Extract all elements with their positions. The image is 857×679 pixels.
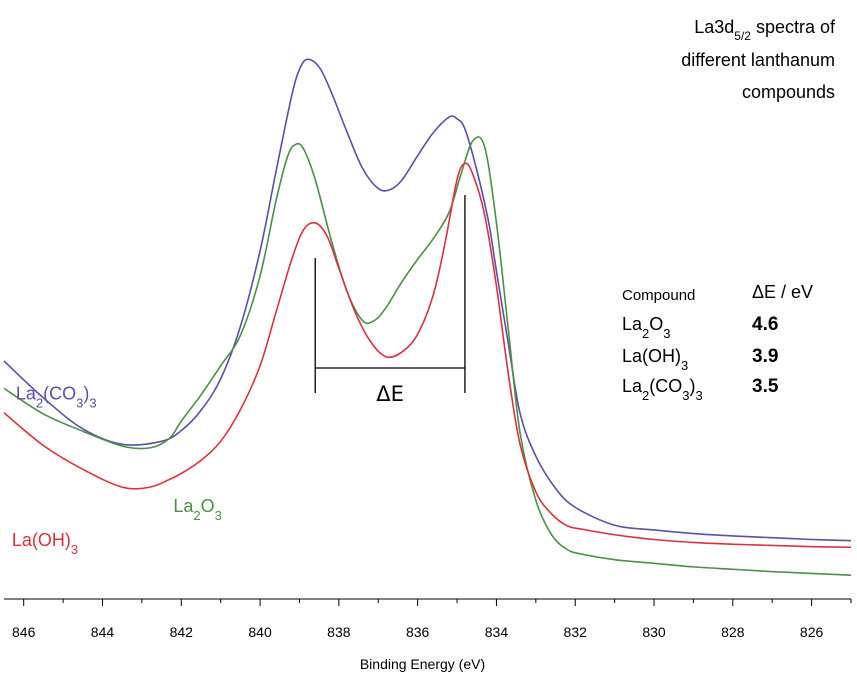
annotation-subscript: 5/2 xyxy=(734,29,751,43)
table-compound: La2(CO3)3 xyxy=(622,376,703,403)
formula-text: La xyxy=(16,384,37,404)
formula-subscript: 2 xyxy=(642,388,649,403)
formula-subscript: 3 xyxy=(215,508,222,523)
x-tick-label: 836 xyxy=(406,624,430,640)
delta-e-label: ΔE xyxy=(376,382,404,406)
formula-text: ) xyxy=(83,384,89,404)
x-tick-label: 840 xyxy=(248,624,272,640)
table-compound: La(OH)3 xyxy=(622,346,688,373)
formula-subscript: 3 xyxy=(681,358,688,373)
annotation-prefix: La3d xyxy=(694,17,734,37)
table-delta-value: 4.6 xyxy=(752,314,778,335)
formula-text: ) xyxy=(690,376,696,396)
x-tick-label: 832 xyxy=(564,624,588,640)
table-header-delta: ΔE / eV xyxy=(752,282,813,302)
table-delta-value: 3.9 xyxy=(752,346,778,367)
delta-e-bracket xyxy=(314,195,466,393)
spectra-curves xyxy=(3,58,852,576)
series-line-la2o3 xyxy=(3,136,852,576)
table-row: La2(CO3)3 3.5 xyxy=(622,376,779,403)
formula-subscript: 3 xyxy=(682,388,689,403)
formula-subscript: 2 xyxy=(642,326,649,341)
x-tick-label: 838 xyxy=(327,624,351,640)
formula-subscript: 2 xyxy=(36,395,43,410)
x-axis-title: Binding Energy (eV) xyxy=(360,656,485,672)
formula-text: (CO xyxy=(649,376,682,396)
formula-subscript: 3 xyxy=(663,326,670,341)
table-delta-value: 3.5 xyxy=(752,376,779,397)
formula-subscript: 3 xyxy=(76,395,83,410)
x-tick-label: 846 xyxy=(12,624,36,640)
x-tick-label: 842 xyxy=(170,624,194,640)
table-row: La2O3 4.6 xyxy=(622,314,778,341)
formula-text: O xyxy=(201,496,215,516)
table-header-compound: Compound xyxy=(622,287,695,304)
formula-text: La xyxy=(173,496,194,516)
series-label-la2o3: La2O3 xyxy=(173,496,222,523)
annotation-line-2: different lanthanum xyxy=(681,50,835,70)
formula-text: O xyxy=(649,314,663,334)
formula-text: La(OH) xyxy=(622,346,681,366)
annotation-suffix: spectra of xyxy=(751,17,836,37)
formula-text: La(OH) xyxy=(12,530,71,550)
annotation-line-3: compounds xyxy=(742,82,835,102)
formula-subscript: 3 xyxy=(71,542,78,557)
series-line-laoh3 xyxy=(3,162,852,549)
series-line-la2co33 xyxy=(3,58,852,542)
formula-subscript: 3 xyxy=(696,388,703,403)
series-label-laoh3: La(OH)3 xyxy=(12,530,78,557)
x-axis: 846 844 842 840 838 836 834 832 830 828 826 xyxy=(4,598,852,640)
formula-text: La xyxy=(622,376,643,396)
x-tick-label: 830 xyxy=(642,624,666,640)
x-tick-label: 834 xyxy=(485,624,509,640)
x-tick-label: 826 xyxy=(800,624,824,640)
formula-text: (CO xyxy=(43,384,76,404)
x-tick-label: 828 xyxy=(721,624,745,640)
annotation-line-1: La3d5/2 spectra of xyxy=(694,17,836,43)
formula-subscript: 3 xyxy=(89,395,96,410)
x-tick-label: 844 xyxy=(91,624,115,640)
formula-subscript: 2 xyxy=(193,508,200,523)
table-compound: La2O3 xyxy=(622,314,671,341)
formula-text: La xyxy=(622,314,643,334)
table-row: La(OH)3 3.9 xyxy=(622,346,778,373)
series-label-la2co33: La2(CO3)3 xyxy=(16,384,97,411)
